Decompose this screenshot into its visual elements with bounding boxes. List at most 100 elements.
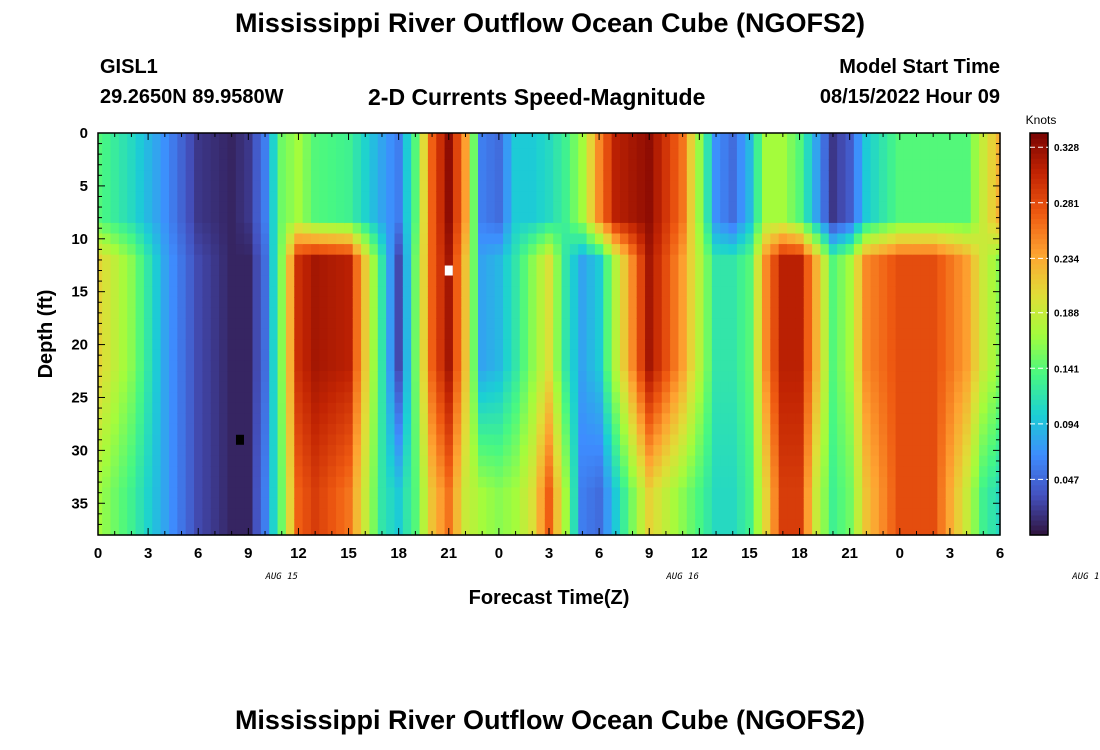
heatmap-cell xyxy=(352,318,362,330)
heatmap-cell xyxy=(703,466,713,478)
heatmap-cell xyxy=(987,286,997,298)
heatmap-cell xyxy=(853,339,863,351)
heatmap-cell xyxy=(102,339,112,351)
heatmap-cell xyxy=(344,371,354,383)
heatmap-cell xyxy=(361,423,371,436)
heatmap-cell xyxy=(411,201,421,213)
heatmap-cell xyxy=(227,392,237,404)
heatmap-cell xyxy=(970,307,980,319)
heatmap-cell xyxy=(686,455,696,467)
heatmap-cell xyxy=(929,138,938,150)
heatmap-cell xyxy=(135,381,145,393)
heatmap-cell xyxy=(853,138,863,150)
heatmap-cell xyxy=(619,307,629,319)
heatmap-cell xyxy=(310,434,320,446)
heatmap-cell xyxy=(870,434,880,446)
heatmap-cell xyxy=(937,138,947,150)
heatmap-cell xyxy=(594,423,604,436)
heatmap-cell xyxy=(803,360,813,372)
heatmap-cell xyxy=(703,233,713,245)
heatmap-cell xyxy=(837,381,847,393)
heatmap-cell xyxy=(645,212,654,224)
heatmap-cell xyxy=(427,434,437,446)
heatmap-cell xyxy=(369,180,379,192)
heatmap-cell xyxy=(361,392,371,404)
heatmap-cell xyxy=(277,476,287,488)
heatmap-cell xyxy=(645,339,654,351)
heatmap-cell xyxy=(519,233,529,245)
heatmap-cell xyxy=(503,476,513,488)
x-tick-label: 12 xyxy=(290,545,307,562)
heatmap-cell xyxy=(711,275,721,287)
heatmap-cell xyxy=(427,360,437,372)
heatmap-cell xyxy=(361,519,371,531)
heatmap-cell xyxy=(703,180,713,192)
heatmap-cell xyxy=(494,487,504,499)
heatmap-cell xyxy=(118,508,128,520)
heatmap-cell xyxy=(402,497,412,510)
heatmap-cell xyxy=(603,360,613,372)
heatmap-cell xyxy=(478,423,487,436)
heatmap-cell xyxy=(461,360,471,372)
heatmap-cell xyxy=(837,233,847,245)
heatmap-cell xyxy=(219,328,229,340)
heatmap-cell xyxy=(110,286,120,298)
heatmap-cell xyxy=(402,159,412,171)
heatmap-cell xyxy=(511,434,521,446)
heatmap-cell xyxy=(160,286,170,298)
heatmap-cell xyxy=(185,212,195,224)
heatmap-cell xyxy=(887,402,897,414)
heatmap-cell xyxy=(494,286,504,298)
heatmap-cell xyxy=(636,434,646,446)
heatmap-cell xyxy=(168,244,178,256)
heatmap-cell xyxy=(603,180,613,192)
heatmap-cell xyxy=(778,349,788,362)
heatmap-cell xyxy=(102,265,112,277)
heatmap-cell xyxy=(310,381,320,393)
heatmap-cell xyxy=(837,402,847,414)
heatmap-cell xyxy=(670,328,680,340)
heatmap-cell xyxy=(235,133,245,139)
heatmap-cell xyxy=(252,339,262,351)
heatmap-cell xyxy=(536,170,546,182)
heatmap-cell xyxy=(210,233,220,245)
heatmap-cell xyxy=(703,519,713,531)
heatmap-cell xyxy=(194,254,203,266)
heatmap-cell xyxy=(812,244,822,256)
heatmap-cell xyxy=(269,212,279,224)
heatmap-cell xyxy=(603,212,613,224)
heatmap-cell xyxy=(611,159,621,171)
heatmap-cell xyxy=(862,318,872,330)
heatmap-cell xyxy=(202,212,212,224)
heatmap-cell xyxy=(619,275,629,287)
heatmap-cell xyxy=(845,445,855,457)
heatmap-cell xyxy=(862,138,872,150)
heatmap-cell xyxy=(695,508,705,520)
heatmap-cell xyxy=(761,180,771,192)
heatmap-cell xyxy=(594,455,604,467)
heatmap-cell xyxy=(143,138,153,150)
heatmap-cell xyxy=(778,254,788,266)
heatmap-cell xyxy=(486,371,496,383)
heatmap-cell xyxy=(302,476,312,488)
heatmap-cell xyxy=(870,445,880,457)
heatmap-cell xyxy=(461,381,471,393)
heatmap-cell xyxy=(528,265,538,277)
colorbar-segment xyxy=(1030,414,1048,421)
heatmap-cell xyxy=(227,233,237,245)
heatmap-cell xyxy=(235,159,245,171)
heatmap-cell xyxy=(185,434,195,446)
heatmap-cell xyxy=(761,508,771,520)
heatmap-cell xyxy=(369,519,379,531)
heatmap-cell xyxy=(336,212,345,224)
heatmap-cell xyxy=(118,307,128,319)
heatmap-cell xyxy=(878,159,888,171)
heatmap-cell xyxy=(478,360,487,372)
heatmap-cell xyxy=(962,307,972,319)
heatmap-cell xyxy=(452,497,462,510)
heatmap-cell xyxy=(427,519,437,531)
heatmap-cell xyxy=(837,508,847,520)
heatmap-cell xyxy=(277,360,287,372)
heatmap-cell xyxy=(361,170,371,182)
heatmap-cell xyxy=(185,201,195,213)
